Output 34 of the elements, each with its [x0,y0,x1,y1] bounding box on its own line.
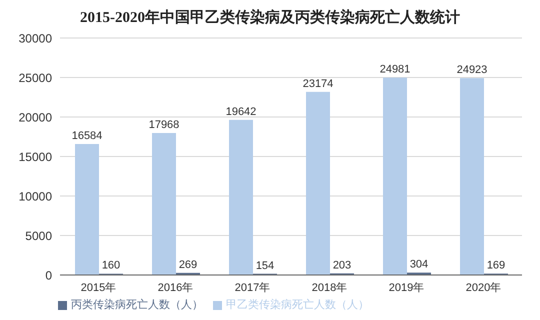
x-tick-label: 2020年 [466,282,502,294]
bar [383,78,407,275]
y-tick-label: 5000 [25,228,52,243]
y-tick-label: 10000 [18,189,52,204]
bar [152,133,176,275]
bar [306,92,330,275]
data-label: 304 [410,258,428,271]
y-tick-label: 0 [45,268,52,282]
bar [229,120,253,275]
data-label: 169 [486,260,506,272]
x-tick-label: 2015年 [80,282,116,294]
data-label: 19642 [226,106,256,118]
bar [75,144,99,275]
data-label: 160 [102,260,120,272]
data-label: 203 [332,259,352,272]
y-tick-label: 20000 [18,110,52,124]
y-tick-label: 15000 [18,150,52,164]
data-label: 24981 [380,64,410,76]
legend-label: 丙类传染病死亡人数（人） [71,299,203,311]
y-tick-label: 30000 [18,31,52,46]
data-label: 17968 [148,119,180,132]
bar [460,78,484,275]
data-label: 154 [256,260,274,272]
legend-label: 甲乙类传染病死亡人数（人） [226,299,369,311]
y-tick-label: 25000 [18,70,52,85]
x-tick-label: 2016年 [158,282,194,294]
chart-title: 2015-2020年中国甲乙类传染病及丙类传染病死亡人数统计 [79,8,461,28]
data-label: 269 [178,258,198,271]
data-label: 16584 [72,130,102,142]
data-label: 24923 [456,64,488,76]
x-tick-label: 2019年 [388,282,424,294]
x-tick-label: 2017年 [234,282,270,294]
x-tick-label: 2018年 [312,282,348,294]
data-label: 23174 [302,78,334,90]
